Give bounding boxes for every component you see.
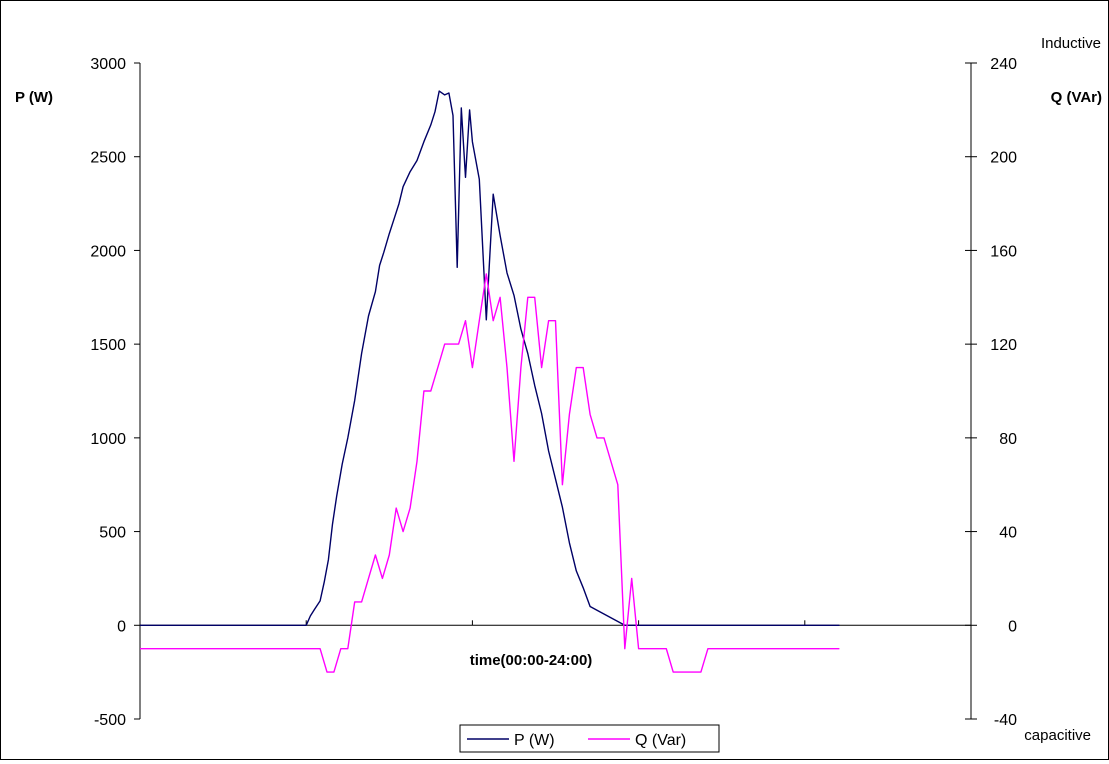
right-tick-label: 240 [990, 56, 1017, 73]
inductive-note: Inductive [1041, 35, 1101, 52]
right-tick-label: 80 [999, 431, 1017, 448]
series-line-q [140, 273, 840, 673]
right-tick-label: 200 [990, 150, 1017, 167]
legend-label-q: Q (Var) [635, 732, 686, 749]
x-axis-title: time(00:00-24:00) [470, 652, 593, 669]
left-tick-label: 2500 [90, 150, 126, 167]
left-axis-title: P (W) [15, 89, 53, 106]
left-tick-label: 1500 [90, 337, 126, 354]
capacitive-note: capacitive [1024, 727, 1091, 744]
right-tick-label: -40 [994, 712, 1017, 729]
left-tick-label: 1000 [90, 431, 126, 448]
series-line-p [140, 90, 840, 626]
series-lines [140, 90, 840, 673]
right-tick-label: 160 [990, 243, 1017, 260]
right-tick-label: 40 [999, 525, 1017, 542]
legend-label-p: P (W) [514, 732, 555, 749]
left-tick-label: 3000 [90, 56, 126, 73]
axes: 3000 2500 2000 1500 1000 500 0 -500 240 200 160 120… [90, 56, 1017, 729]
left-tick-label: 500 [99, 525, 126, 542]
left-tick-label: -500 [94, 712, 126, 729]
right-tick-label: 0 [1008, 618, 1017, 635]
left-tick-label: 0 [117, 618, 126, 635]
legend: P (W) Q (Var) [459, 724, 720, 753]
left-tick-label: 2000 [90, 243, 126, 260]
right-axis-title: Q (VAr) [1051, 89, 1102, 106]
right-tick-label: 120 [990, 337, 1017, 354]
